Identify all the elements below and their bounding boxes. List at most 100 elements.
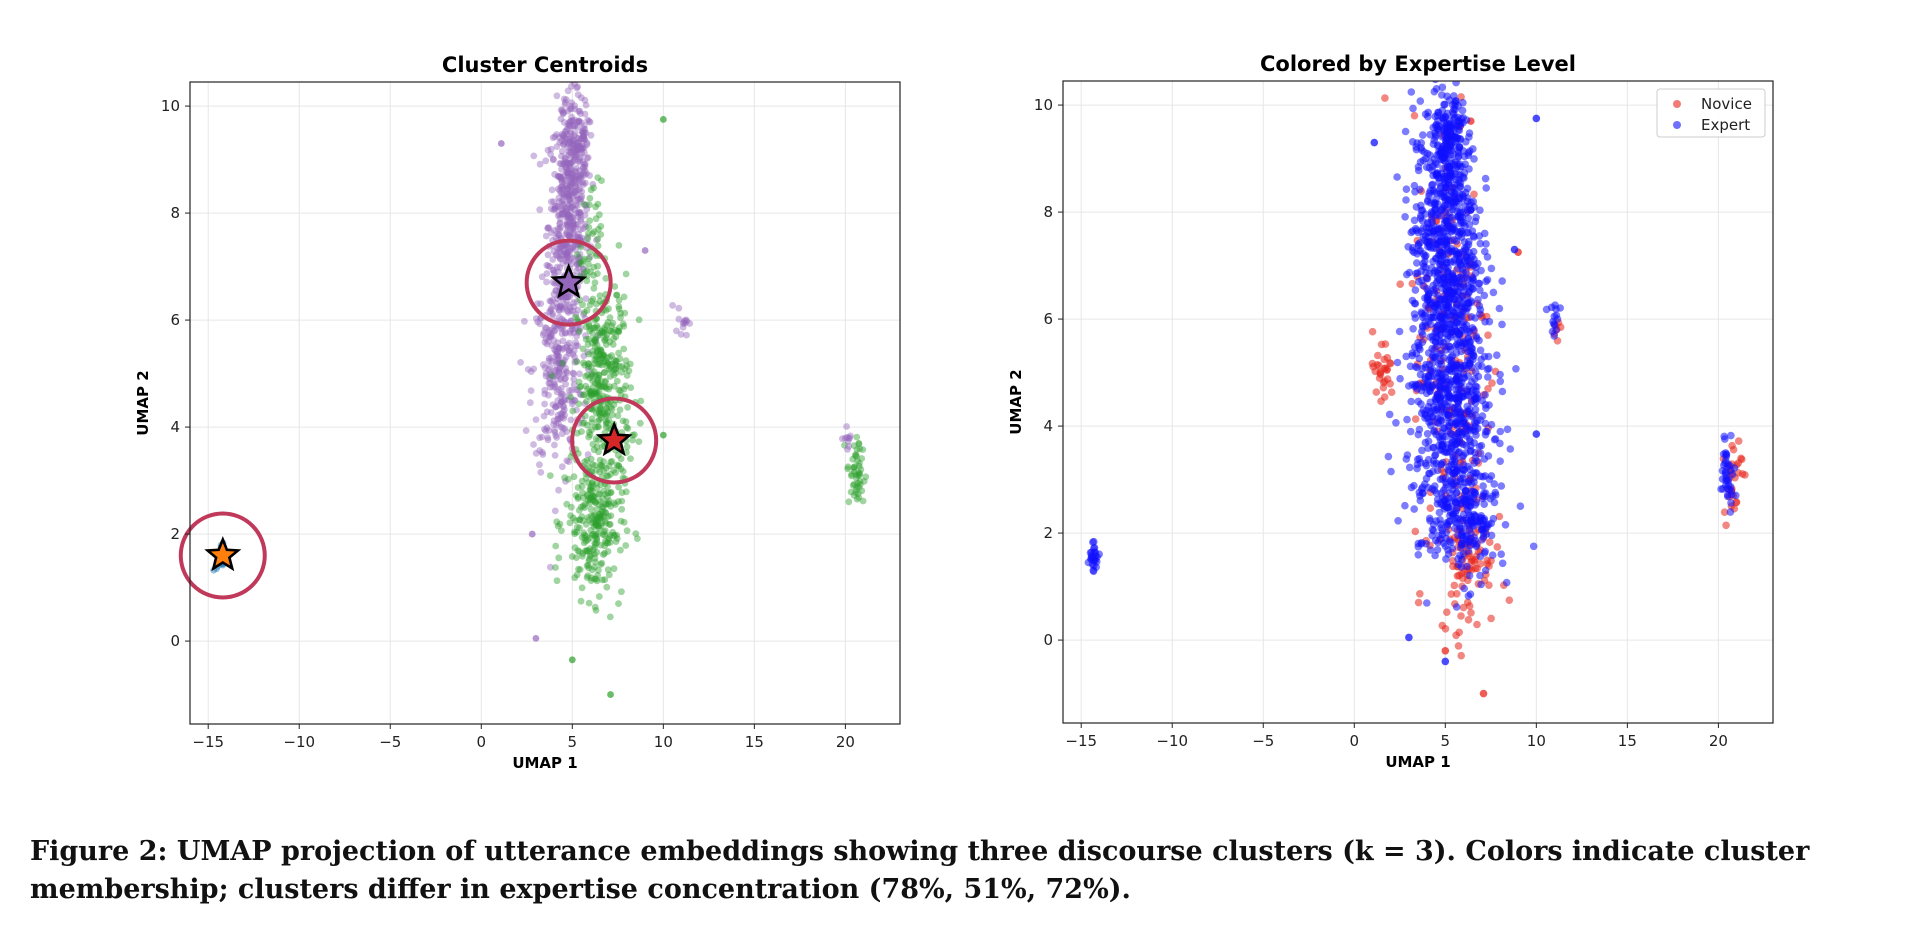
point-novice: [1453, 590, 1461, 598]
point: [578, 513, 586, 520]
point: [612, 469, 619, 476]
point: [561, 138, 568, 146]
point: [553, 263, 561, 271]
point-expert: [1426, 546, 1435, 554]
point: [594, 523, 602, 530]
point-expert: [1384, 452, 1393, 461]
point: [546, 297, 554, 305]
point: [593, 535, 601, 542]
point: [567, 199, 575, 207]
point: [566, 231, 573, 239]
point: [600, 528, 608, 536]
point-expert: [1463, 562, 1471, 571]
point: [592, 521, 600, 529]
point: [579, 345, 587, 353]
point-expert: [1421, 318, 1429, 326]
point: [593, 515, 601, 523]
point: [542, 157, 550, 165]
point-expert: [1435, 433, 1443, 441]
point: [581, 96, 589, 104]
point-expert: [1483, 276, 1492, 284]
point: [580, 135, 588, 143]
point: [576, 384, 584, 391]
point: [559, 424, 566, 432]
point: [566, 232, 574, 240]
point: [852, 489, 860, 496]
point: [613, 291, 620, 299]
point: [561, 134, 569, 142]
point: [554, 185, 562, 193]
point: [541, 386, 549, 394]
point: [571, 189, 579, 197]
point: [562, 374, 569, 382]
point: [549, 401, 557, 408]
point: [597, 383, 605, 390]
point: [565, 458, 573, 465]
point: [569, 244, 576, 252]
point: [575, 260, 583, 268]
point-expert: [1446, 380, 1454, 388]
point: [603, 321, 611, 329]
point-expert: [1446, 477, 1455, 485]
point: [566, 181, 574, 189]
point-expert: [1442, 555, 1450, 563]
point: [588, 519, 596, 527]
point: [550, 417, 558, 425]
point: [575, 118, 583, 126]
point: [575, 176, 582, 184]
point: [564, 160, 572, 168]
point: [577, 172, 585, 180]
point: [607, 367, 615, 374]
point: [576, 390, 584, 398]
point: [601, 337, 608, 344]
point: [560, 247, 567, 255]
point: [544, 436, 552, 444]
point: [548, 332, 556, 339]
point: [587, 455, 595, 463]
point: [563, 182, 571, 190]
point: [857, 466, 865, 473]
point-expert: [1408, 138, 1417, 146]
point-expert: [1481, 247, 1489, 256]
point: [569, 407, 577, 415]
point: [859, 497, 867, 505]
point: [573, 145, 581, 153]
point: [560, 109, 568, 116]
point: [579, 158, 587, 166]
point-expert: [1095, 550, 1103, 558]
point: [556, 219, 564, 227]
point-expert: [1442, 394, 1450, 403]
point: [567, 503, 575, 511]
point: [848, 472, 855, 480]
point-expert: [1421, 236, 1429, 244]
point: [550, 378, 558, 386]
point: [554, 397, 562, 404]
point-expert: [1466, 471, 1474, 480]
point: [606, 531, 614, 539]
point: [612, 326, 619, 334]
point-expert: [1418, 206, 1427, 214]
point: [573, 554, 580, 561]
point: [553, 251, 561, 259]
point: [601, 549, 608, 557]
point: [586, 486, 594, 494]
y-tick-label: 10: [1034, 96, 1053, 114]
point: [568, 117, 576, 125]
point: [543, 424, 551, 432]
point: [564, 122, 572, 129]
point-novice: [1741, 471, 1749, 479]
point: [560, 131, 567, 139]
point: [551, 426, 558, 434]
point: [579, 129, 587, 137]
point: [567, 102, 575, 110]
point: [551, 327, 559, 334]
point: [589, 351, 597, 359]
point: [604, 489, 612, 497]
point: [567, 179, 575, 187]
point: [562, 164, 569, 171]
x-tick-label: 20: [836, 733, 855, 751]
point: [615, 362, 623, 370]
point: [556, 370, 563, 377]
point: [527, 387, 535, 394]
point-expert: [1724, 492, 1732, 501]
